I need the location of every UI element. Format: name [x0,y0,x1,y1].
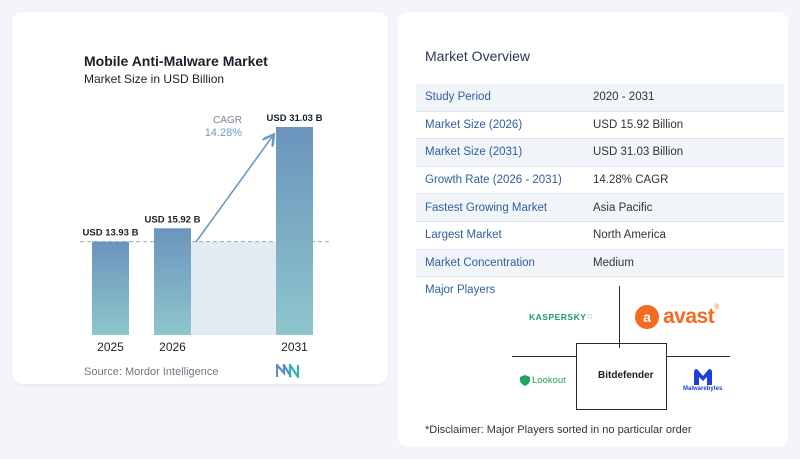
overview-row: Market Size (2026) USD 15.92 Billion [416,112,784,140]
players-grid-line [619,286,620,348]
overview-row: Fastest Growing Market Asia Pacific [416,194,784,222]
overview-title: Market Overview [425,48,531,64]
overview-row: Growth Rate (2026 - 2031) 14.28% CAGR [416,167,784,195]
players-grid-line [576,343,577,409]
lookout-wordmark: Lookout [532,375,566,386]
row-value: North America [593,229,666,242]
row-label: Market Size (2026) [425,118,523,131]
avast-icon: a [635,305,659,329]
kaspersky-wordmark: KASPERSKY [529,312,587,322]
bar-value-label: USD 15.92 B [145,214,201,225]
row-value: 2020 - 2031 [593,91,655,104]
row-label: Market Size (2031) [425,146,523,159]
x-tick-label: 2026 [159,340,186,354]
row-label: Study Period [425,91,491,104]
players-grid-line [666,356,730,357]
avast-wordmark: avast [663,305,715,328]
cagr-value: 14.28% [205,127,243,139]
bitdefender-wordmark: Bitdefender [598,370,654,381]
bar-2031 [276,127,313,335]
overview-row: Study Period 2020 - 2031 [416,84,784,112]
overview-row: Largest Market North America [416,222,784,250]
row-label: Largest Market [425,229,502,242]
players-grid-line [512,356,576,357]
bar-value-label: USD 13.93 B [83,228,139,239]
cagr-label: CAGR [213,115,242,126]
bar-2025 [92,241,129,335]
bar-chart: USD 13.93 B 2025 USD 15.92 B 2026 USD 31.03 … [80,113,330,354]
malwarebytes-logo: Malwarebytes [683,368,722,392]
row-value: Asia Pacific [593,201,653,214]
overview-row: Market Concentration Medium [416,249,784,278]
x-tick-label: 2025 [97,340,124,354]
lookout-shield-icon [520,375,530,386]
chart-subtitle: Market Size in USD Billion [84,72,225,86]
row-value: Medium [593,256,634,269]
row-label: Market Concentration [425,256,535,269]
overview-table: Study Period 2020 - 2031 Market Size (20… [416,84,784,278]
lookout-logo: Lookout [520,375,566,386]
row-value: USD 31.03 Billion [593,146,684,159]
avast-trademark: ® [714,304,720,311]
kaspersky-mark: ∷ [587,314,592,321]
svg-text:a: a [643,309,651,325]
major-players-title: Major Players [425,284,496,296]
x-tick-label: 2031 [281,340,308,354]
growth-shaded-area [191,241,276,335]
disclaimer: *Disclaimer: Major Players sorted in no … [425,424,692,436]
bar-2026 [154,228,191,335]
players-grid-line [576,409,667,410]
overview-row: Market Size (2031) USD 31.03 Billion [416,139,784,167]
row-value: USD 15.92 Billion [593,118,684,131]
malwarebytes-m-icon [693,369,712,385]
kaspersky-logo: KASPERSKY ∷ [529,312,592,322]
row-label: Fastest Growing Market [425,201,548,214]
cagr-arrow [195,137,272,243]
row-value: 14.28% CAGR [593,174,669,187]
bar-value-label: USD 31.03 B [267,113,323,124]
bitdefender-logo: Bitdefender [598,370,654,381]
players-grid-line [576,343,666,344]
mordor-logo [275,360,302,383]
players-grid-line [666,343,667,409]
row-label: Growth Rate (2026 - 2031) [425,174,562,187]
avast-logo: a avast ® [634,304,719,330]
chart-title: Mobile Anti-Malware Market [84,53,268,69]
source-label: Source: Mordor Intelligence [84,366,219,378]
malwarebytes-wordmark: Malwarebytes [683,386,723,392]
